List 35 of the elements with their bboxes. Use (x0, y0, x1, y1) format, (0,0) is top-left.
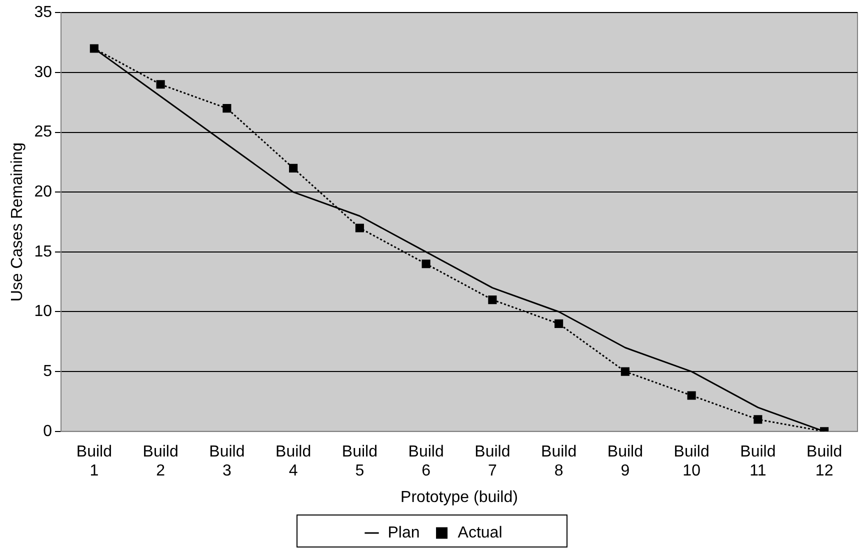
x-tick-label: Build 11 (740, 443, 776, 480)
point (554, 319, 564, 328)
y-tick-label: 20 (34, 183, 52, 200)
y-tick-label: 25 (34, 124, 52, 141)
legend-label: Plan (388, 524, 420, 542)
point (422, 260, 430, 268)
x-tick-label: Build 5 (342, 443, 378, 480)
x-axis-title: Prototype (build) (400, 488, 518, 506)
y-tick-label: 15 (34, 243, 52, 260)
y-tick-label: 35 (34, 4, 52, 22)
legend-label: Actual (458, 524, 502, 542)
x-tick-label: Build 6 (408, 443, 444, 480)
x-tick-label: Build 9 (607, 443, 643, 480)
point (355, 224, 364, 232)
x-tick-label: Build 4 (276, 443, 312, 480)
y-tick-label: 30 (34, 64, 52, 81)
x-tick-label: Build 7 (474, 443, 510, 480)
point (222, 104, 232, 113)
x-tick-label: Build 10 (674, 443, 710, 480)
x-tick-label: Build 12 (806, 443, 842, 480)
point (488, 295, 497, 304)
point (289, 164, 298, 172)
point (90, 44, 98, 53)
point (754, 415, 762, 424)
y-tick-label: 5 (43, 362, 52, 380)
point (620, 367, 630, 376)
y-axis-title: Use Cases Remaining (9, 142, 26, 302)
x-tick-label: Build 2 (142, 443, 178, 480)
x-tick-label: Build 8 (541, 443, 577, 480)
x-tick-label: Build 1 (76, 443, 112, 480)
y-tick-label: 10 (34, 303, 52, 320)
x-tick-label: Build 3 (209, 443, 245, 480)
point (687, 391, 696, 400)
y-tick-label: 0 (43, 422, 52, 440)
point (156, 80, 165, 89)
